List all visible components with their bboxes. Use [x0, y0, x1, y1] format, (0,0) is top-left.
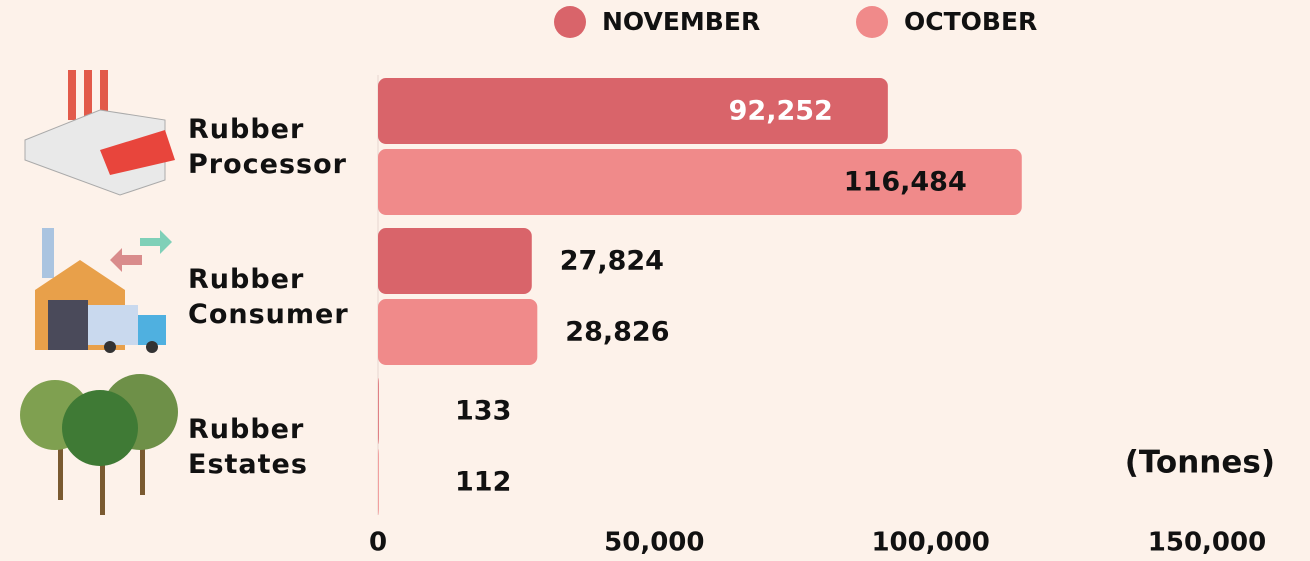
bar: [378, 228, 532, 294]
legend-label: OCTOBER: [904, 7, 1037, 36]
category-label: Rubber Estates: [188, 413, 308, 480]
x-tick-label: 50,000: [604, 528, 704, 558]
x-tick-label: 100,000: [871, 528, 989, 558]
value-label: 27,824: [560, 246, 664, 277]
unit-label: (Tonnes): [1125, 445, 1275, 481]
bar: [378, 378, 379, 444]
bar: [378, 449, 379, 515]
warehouse-icon: [35, 228, 172, 353]
value-label: 133: [455, 396, 511, 427]
legend-swatch: [856, 6, 888, 38]
value-label: 116,484: [844, 167, 967, 198]
bar: [378, 299, 538, 365]
x-tick-label: 0: [369, 528, 387, 558]
legend-label: NOVEMBER: [602, 7, 760, 36]
trees-icon: [20, 374, 178, 515]
category-label: Rubber Consumer: [188, 263, 349, 330]
legend-swatch: [554, 6, 586, 38]
value-label: 92,252: [729, 96, 833, 127]
bar: [378, 149, 1022, 215]
factory-icon: [24, 70, 175, 196]
x-tick-label: 150,000: [1148, 528, 1266, 558]
category-label: Rubber Processor: [188, 113, 347, 180]
value-label: 28,826: [565, 317, 669, 348]
bar: [378, 78, 888, 144]
value-label: 112: [455, 467, 511, 498]
